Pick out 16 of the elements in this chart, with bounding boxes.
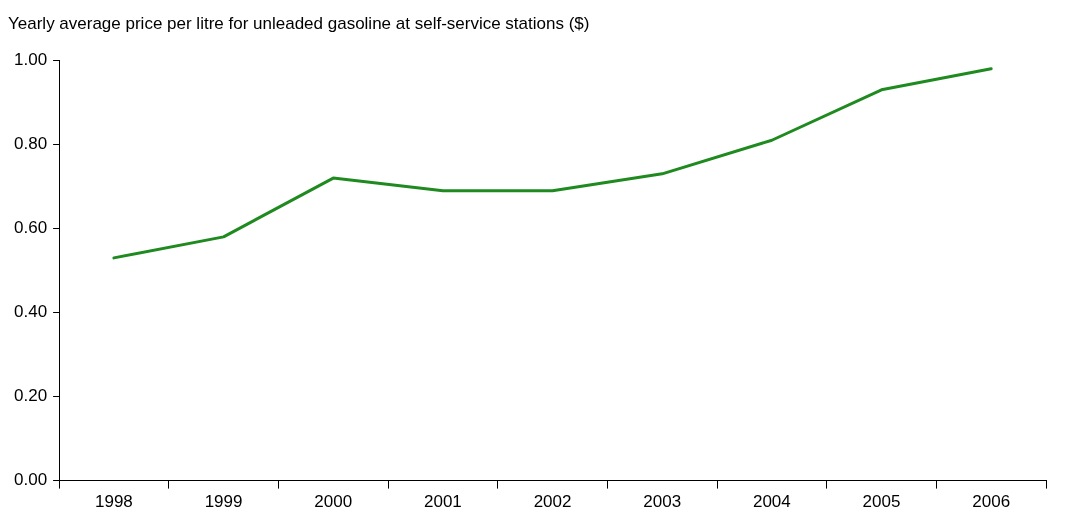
x-tick-label: 2004 [752,492,791,512]
x-tick-label: 2000 [314,492,353,512]
x-tick-label: 1998 [95,492,133,512]
x-tick-label: 2001 [423,492,462,512]
x-tick-label: 2002 [533,492,572,512]
y-tick-label: 0.80 [13,134,48,154]
x-tick-label: 2006 [972,492,1011,512]
x-tick-label: 2003 [643,492,682,512]
y-tick-label: 0.00 [13,470,48,490]
y-tick-label: 0.40 [13,302,48,322]
y-tick-label: 1.00 [13,50,48,70]
y-tick-label: 0.20 [13,386,48,406]
x-tick-label: 1999 [204,492,243,512]
x-tick-label: 2005 [862,492,901,512]
chart-title: Yearly average price per litre for unleaded gasoline at self-service stations ($) [8,13,590,33]
y-tick-label: 0.60 [13,218,48,238]
